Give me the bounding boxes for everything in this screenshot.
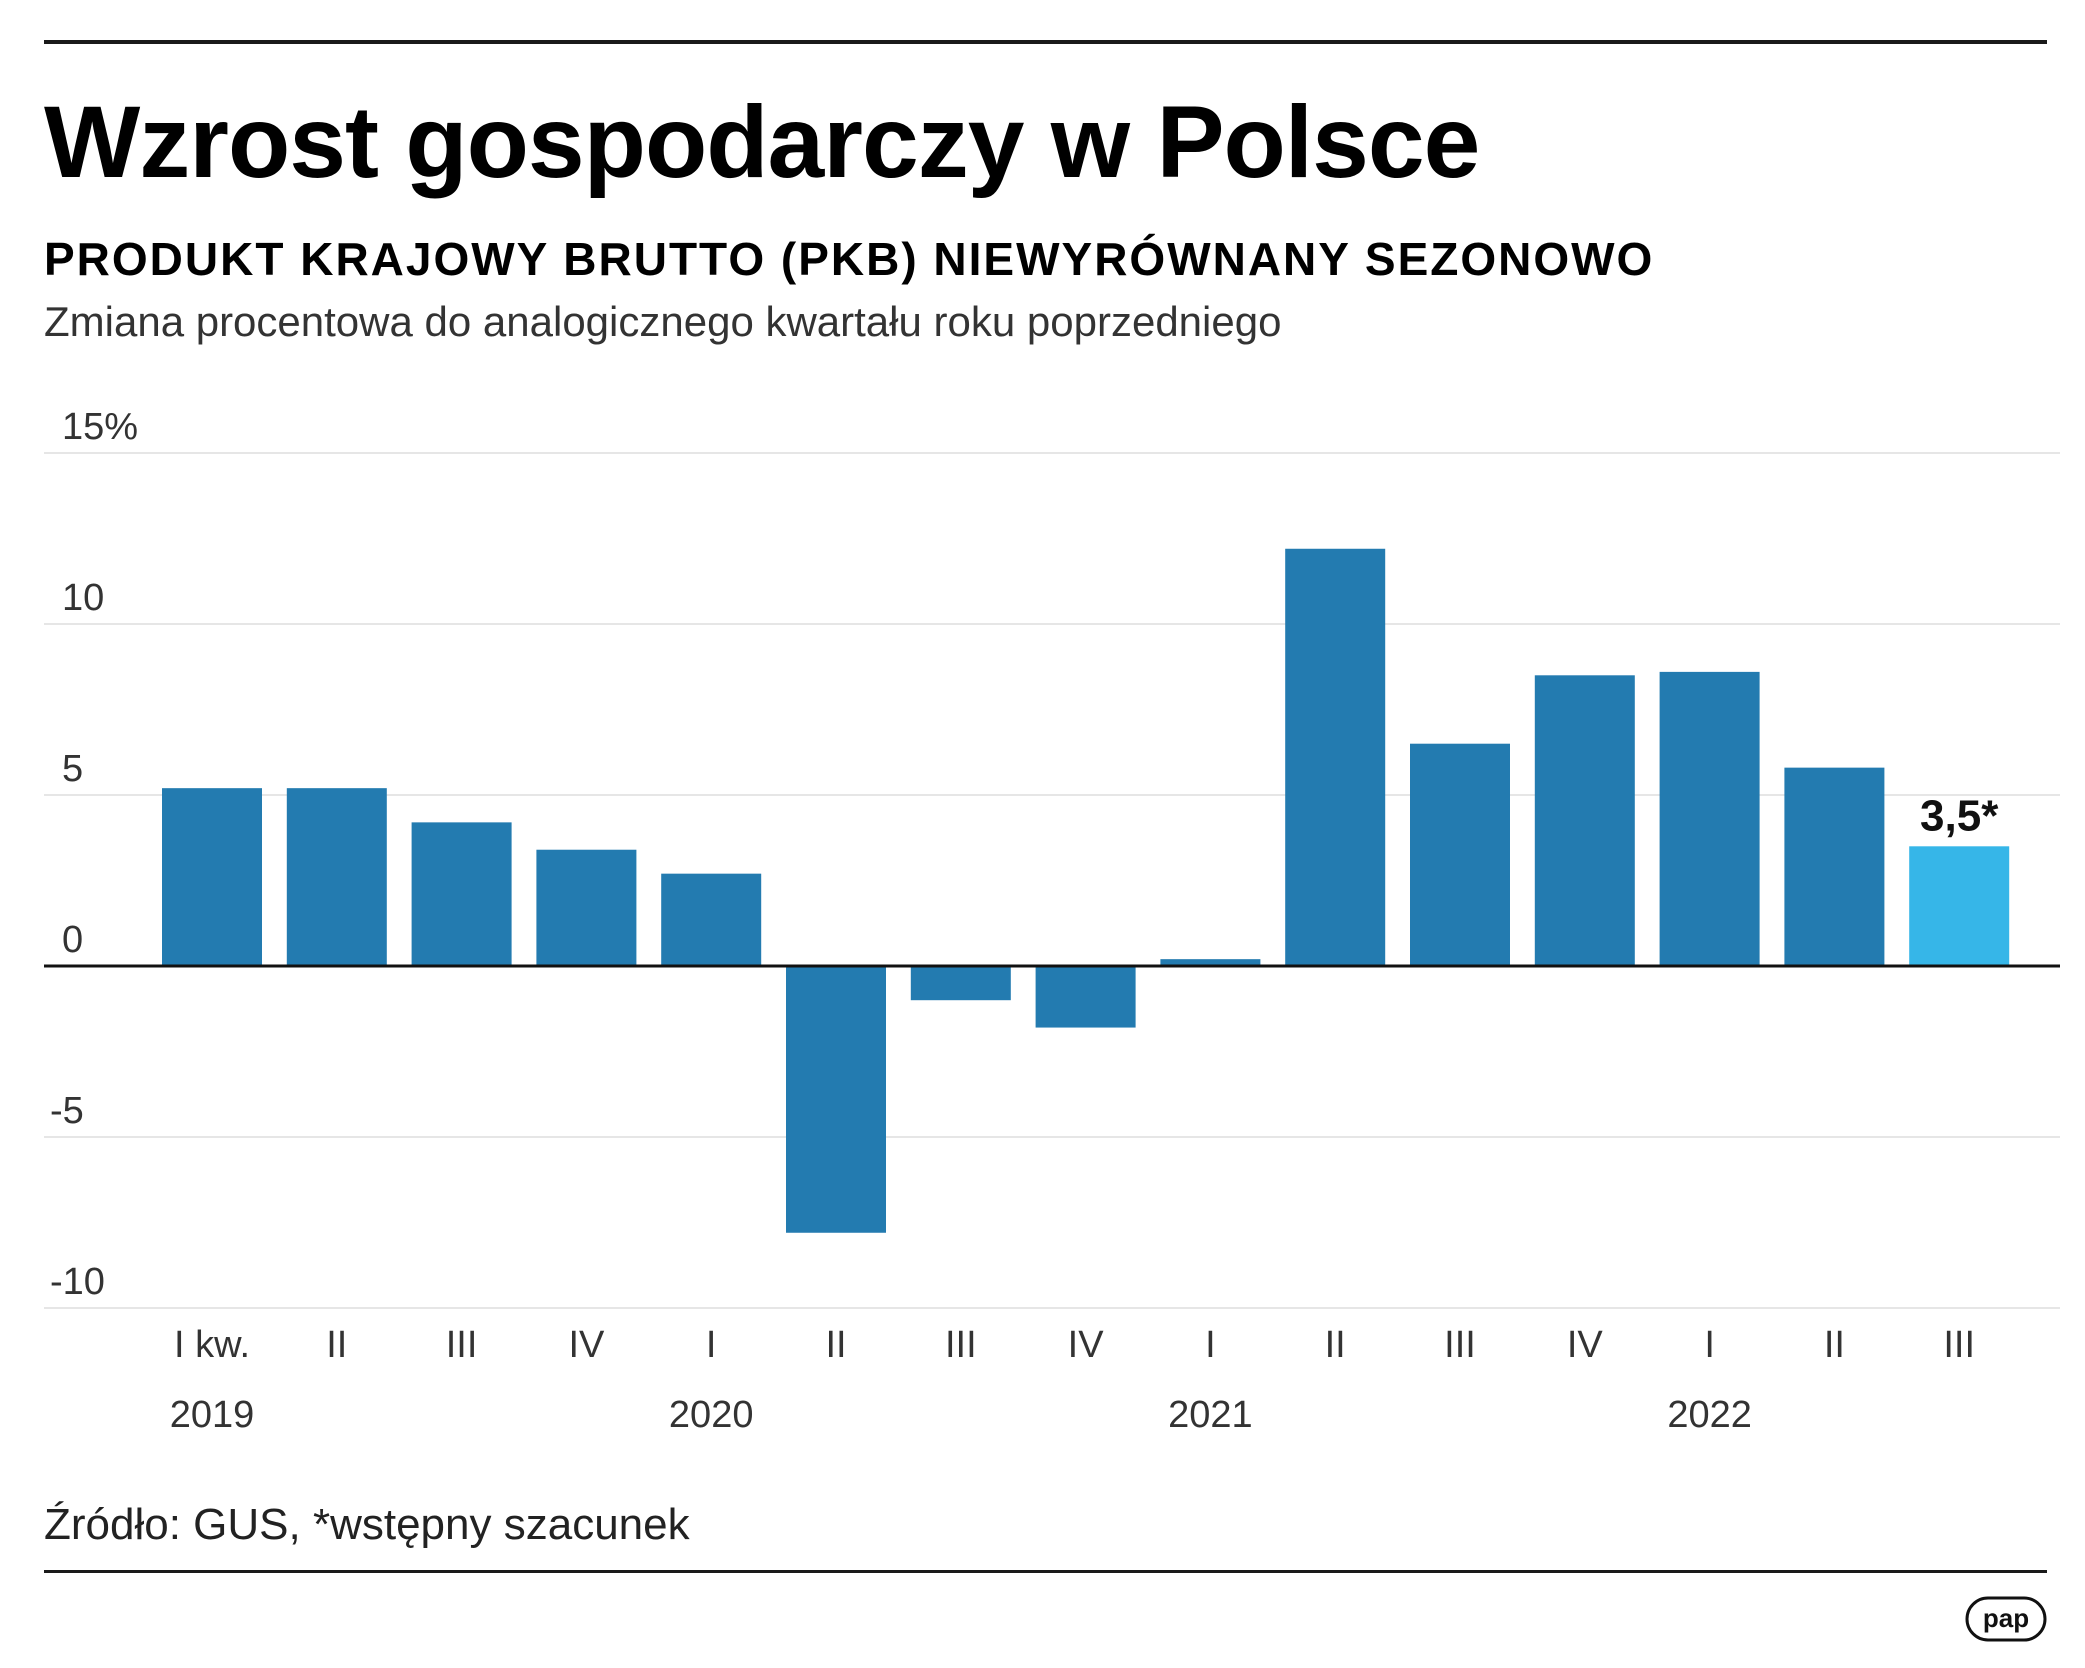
bar xyxy=(786,966,886,1233)
bar xyxy=(1035,966,1136,1028)
bar xyxy=(286,788,387,966)
x-tick-label: IV xyxy=(1068,1324,1105,1366)
bar xyxy=(1909,846,2010,966)
bar xyxy=(1534,675,1635,966)
x-tick-label: I kw. xyxy=(174,1324,250,1366)
chart-description: Zmiana procentowa do analogicznego kwart… xyxy=(44,298,1282,345)
data-label: 3,5* xyxy=(1920,791,1999,840)
top-rule xyxy=(44,40,2047,44)
y-tick-label: -5 xyxy=(50,1090,84,1132)
bar xyxy=(1784,767,1885,966)
bar xyxy=(910,966,1011,1001)
x-tick-label: III xyxy=(945,1324,977,1366)
x-tick-label: II xyxy=(825,1324,846,1366)
x-tick-label: III xyxy=(1943,1324,1975,1366)
bar xyxy=(1659,671,1760,966)
bar xyxy=(162,788,262,966)
source-note: Źródło: GUS, *wstępny szacunek xyxy=(44,1500,690,1549)
year-label: 2022 xyxy=(1667,1394,1752,1436)
y-tick-label: 15% xyxy=(62,406,138,448)
x-tick-label: IV xyxy=(1567,1324,1604,1366)
bar xyxy=(536,849,637,966)
pap-logo: pap xyxy=(1965,1596,2047,1642)
pap-logo-text: pap xyxy=(1983,1603,2029,1633)
bar xyxy=(411,822,512,966)
x-tick-label: III xyxy=(1444,1324,1476,1366)
bottom-rule xyxy=(44,1570,2047,1573)
year-label: 2021 xyxy=(1168,1394,1253,1436)
bar xyxy=(661,873,762,966)
bar xyxy=(1160,959,1261,966)
year-label: 2020 xyxy=(669,1394,754,1436)
y-tick-label: 0 xyxy=(62,919,83,961)
y-tick-label: 5 xyxy=(62,748,83,790)
x-tick-label: IV xyxy=(568,1324,605,1366)
bar xyxy=(1285,548,1386,966)
bar xyxy=(1410,743,1510,966)
x-tick-label: I xyxy=(1704,1324,1715,1366)
year-label: 2019 xyxy=(170,1394,255,1436)
pap-logo-outline xyxy=(1965,1596,2047,1642)
x-tick-label: II xyxy=(326,1324,347,1366)
x-tick-label: II xyxy=(1325,1324,1346,1366)
chart-title: Wzrost gospodarczy w Polsce xyxy=(44,85,1480,199)
x-tick-label: II xyxy=(1824,1324,1845,1366)
y-tick-label: -10 xyxy=(50,1261,105,1303)
x-tick-label: III xyxy=(446,1324,478,1366)
x-tick-label: I xyxy=(706,1324,717,1366)
y-tick-label: 10 xyxy=(62,577,104,619)
chart-subtitle: PRODUKT KRAJOWY BRUTTO (PKB) NIEWYRÓWNAN… xyxy=(44,233,1655,285)
x-tick-label: I xyxy=(1205,1324,1216,1366)
